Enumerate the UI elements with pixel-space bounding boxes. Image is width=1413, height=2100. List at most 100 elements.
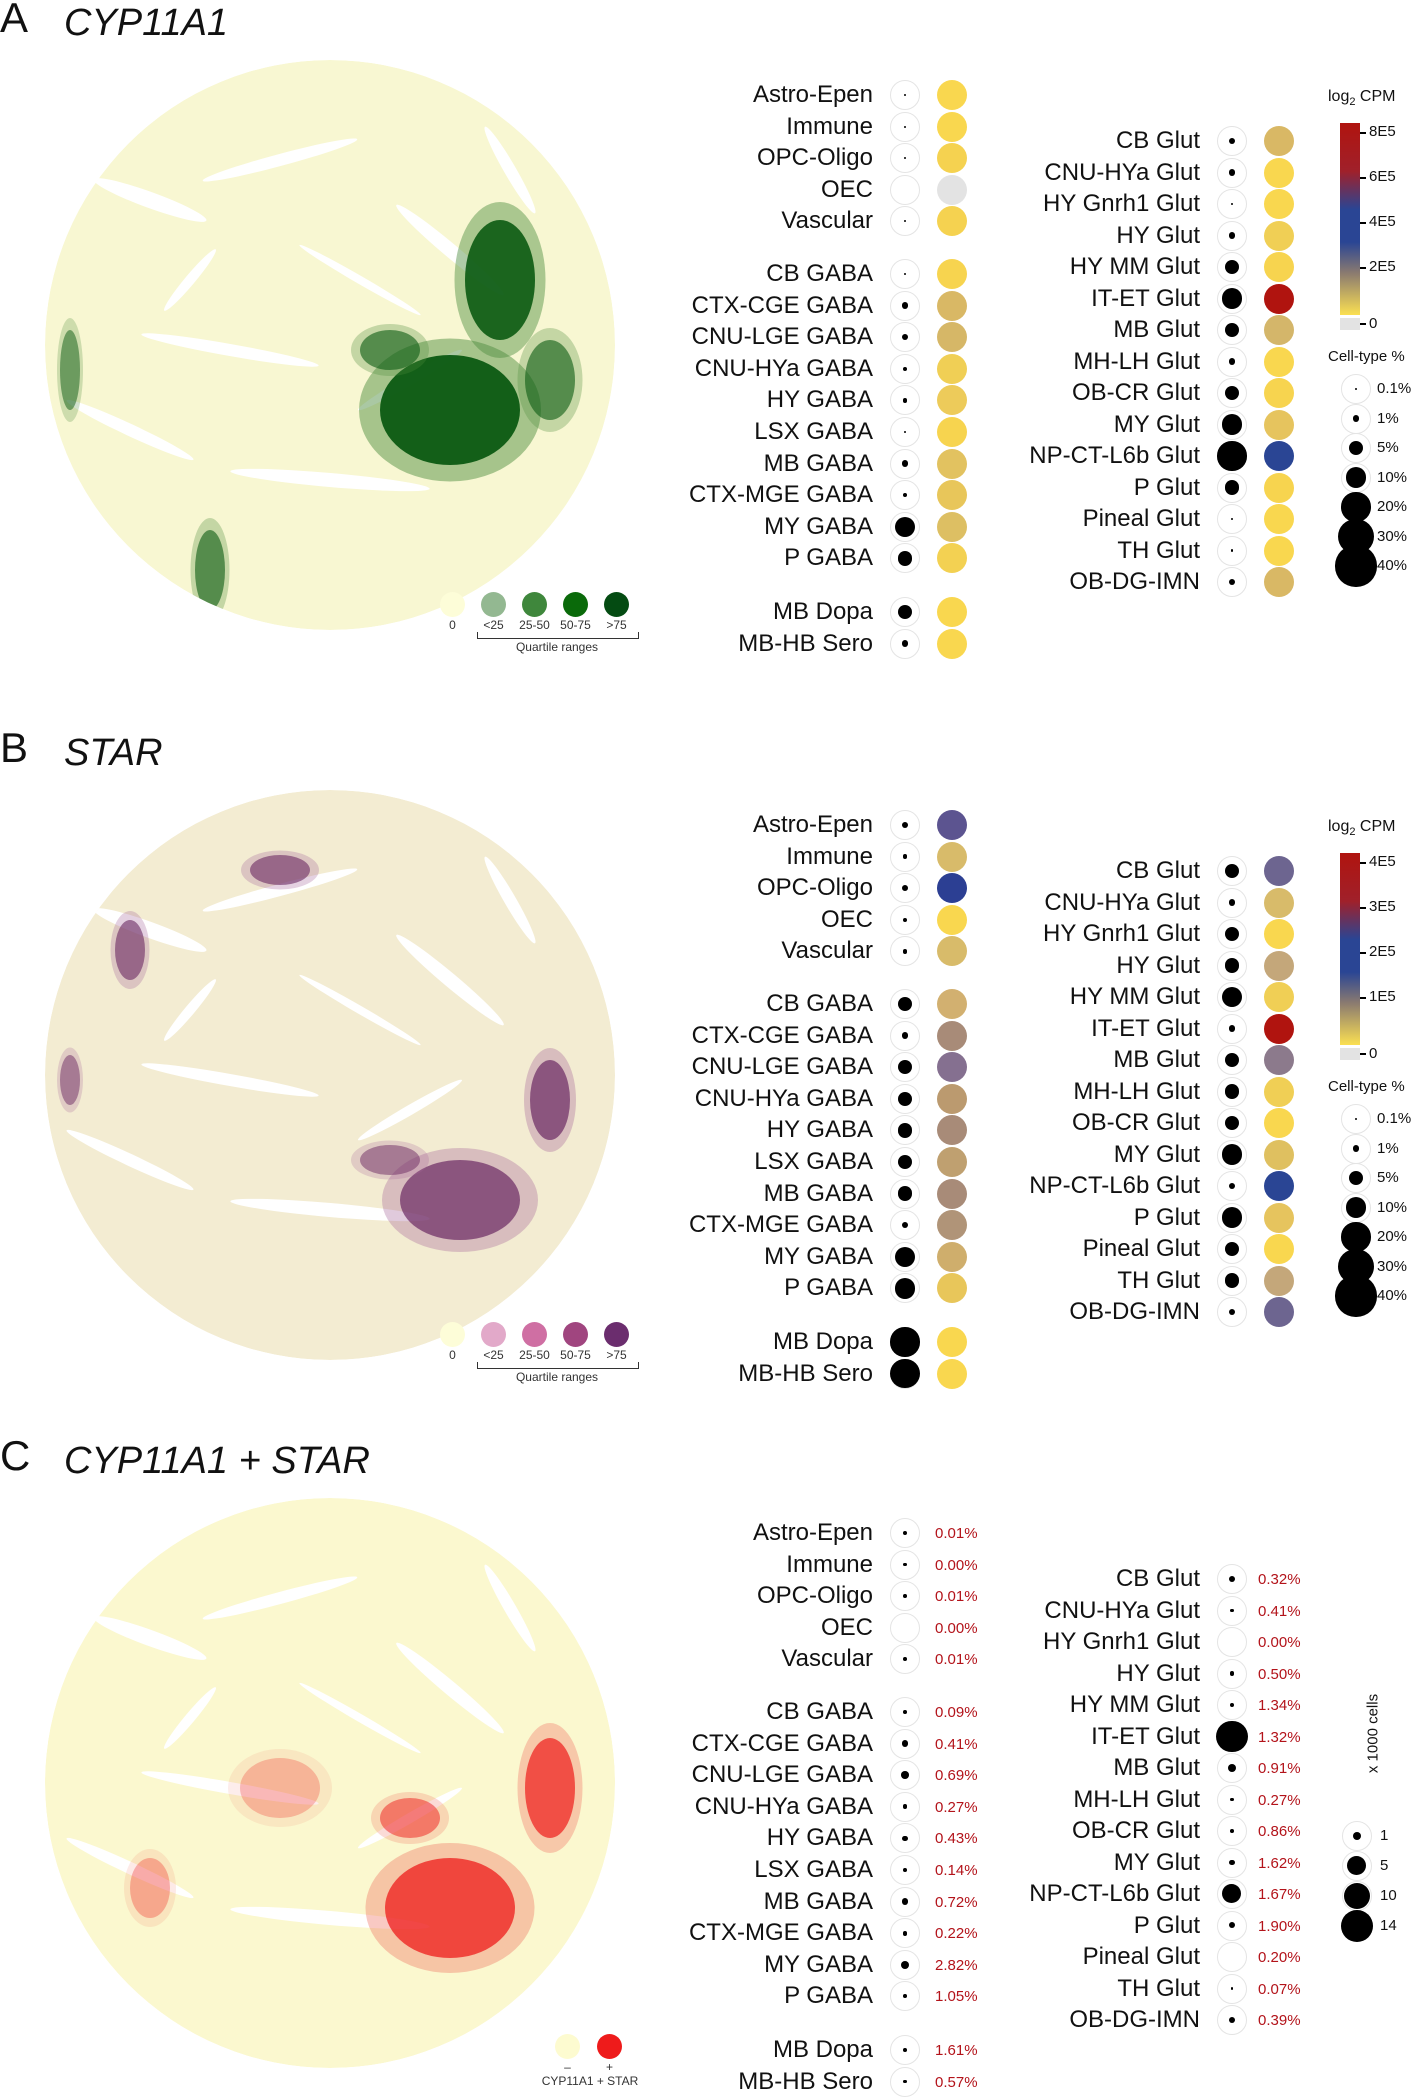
size-ring [890, 511, 920, 542]
expression-dot [937, 174, 967, 205]
size-dot [1228, 1922, 1235, 1929]
size-dot [1228, 1025, 1236, 1032]
map-layer [45, 790, 615, 1360]
size-dot [901, 640, 909, 647]
size-ring [890, 904, 920, 935]
size-dot [1224, 385, 1240, 401]
expression-dot [937, 1358, 967, 1389]
size-dot [902, 398, 908, 403]
colorbar-title-sub: 2 [1349, 96, 1356, 109]
cells-legend-ring [1342, 1851, 1372, 1881]
size-ring [1217, 1171, 1247, 1201]
cells-legend-dot [1341, 1910, 1373, 1942]
size-dot [901, 333, 909, 341]
cell-type-label: MB Glut [1113, 1754, 1200, 1781]
cell-type-label: MY GABA [764, 1242, 873, 1270]
expression-dot [937, 597, 967, 627]
size-dot [903, 125, 907, 128]
map-region [525, 340, 575, 420]
size-ring [890, 597, 920, 627]
expression-dot [937, 385, 967, 416]
size-ring [1217, 1108, 1247, 1138]
size-ring [1217, 409, 1247, 440]
coexpression-percent: 1.90% [1258, 1917, 1301, 1935]
size-ring [1217, 1879, 1247, 1909]
size-ring [1217, 1627, 1247, 1657]
coexpression-percent: 0.86% [1258, 1823, 1301, 1840]
size-ring [1217, 220, 1247, 251]
size-ring [1217, 189, 1247, 219]
cell-type-label: NP-CT-L6b Glut [1029, 1172, 1200, 1199]
size-ring [890, 989, 920, 1019]
size-ring [890, 1083, 920, 1114]
size-legend-dot [1354, 1117, 1358, 1121]
size-ring [890, 1918, 920, 1949]
tsne-map [45, 1498, 615, 2068]
expression-dot [1264, 567, 1294, 597]
cells-legend-label: 14 [1380, 1917, 1397, 1934]
cell-type-label: Vascular [781, 1645, 873, 1673]
size-dot [1228, 1575, 1235, 1582]
cell-type-label: OEC [820, 1613, 873, 1641]
cell-type-label: HY GABA [766, 386, 873, 414]
map-gap [202, 138, 358, 182]
colorbar-title-rest: CPM [1355, 88, 1396, 105]
size-legend-label: 1% [1377, 1139, 1399, 1157]
cell-type-label: MB-HB Sero [738, 2067, 873, 2095]
cell-type-label: CB GABA [766, 260, 873, 287]
size-legend-dot [1335, 1275, 1377, 1317]
cells-legend-dot [1352, 1831, 1362, 1841]
cell-type-label: MB Dopa [772, 598, 873, 625]
expression-dot [937, 628, 967, 659]
map-region [465, 220, 535, 340]
expression-dot [1264, 887, 1294, 918]
size-legend-label: 30% [1377, 527, 1408, 545]
tsne-map [45, 790, 615, 1360]
expression-dot [937, 511, 967, 542]
size-dot [1222, 1884, 1242, 1904]
expression-dot [937, 810, 967, 840]
expression-dot [937, 936, 967, 967]
expression-dot [1264, 189, 1294, 219]
cell-type-label: OPC-Oligo [756, 1582, 873, 1610]
colorbar-tick [1360, 1053, 1366, 1055]
map-region [195, 530, 225, 610]
cell-type-label: MB Dopa [772, 2036, 873, 2063]
size-ring [1217, 856, 1247, 886]
expression-dot [937, 1052, 967, 1083]
coexpression-percent: 0.41% [935, 1735, 978, 1753]
size-ring [890, 1981, 920, 2012]
colorbar-title-rest: CPM [1355, 818, 1396, 835]
map-gap [230, 1198, 430, 1222]
expression-dot [937, 480, 967, 511]
expression-dot [937, 259, 967, 289]
map-region [360, 330, 420, 370]
size-dot [903, 1562, 907, 1567]
coexpression-percent: 1.67% [1258, 1886, 1301, 1903]
map-gap [66, 1129, 194, 1191]
colorbar-tick [1360, 323, 1366, 325]
size-legend-label: 5% [1377, 1169, 1399, 1186]
cell-type-label: MB Glut [1113, 316, 1200, 343]
map-gap [202, 868, 358, 912]
cell-type-label: Vascular [781, 207, 873, 235]
expression-dot [1264, 1171, 1294, 1201]
size-dot [890, 1327, 920, 1357]
colorbar-tick-label: 2E5 [1369, 943, 1396, 960]
size-ring [890, 1115, 920, 1146]
size-dot [897, 1123, 913, 1138]
size-legend-label: 0.1% [1377, 380, 1412, 397]
size-ring [1217, 1690, 1247, 1720]
quartile-label: 25-50 [519, 618, 550, 632]
size-ring [890, 353, 920, 384]
expression-dot [1264, 441, 1294, 471]
gene-title: CYP11A1 + STAR [64, 1440, 370, 1482]
map-region [60, 1055, 80, 1105]
map-gap [299, 244, 421, 316]
size-dot [901, 884, 909, 892]
expression-dot [937, 1020, 967, 1051]
size-legend-dot [1348, 440, 1364, 456]
expression-dot [937, 1210, 967, 1241]
coexpression-percent: 0.01% [935, 1588, 978, 1606]
size-dot [902, 1835, 908, 1842]
